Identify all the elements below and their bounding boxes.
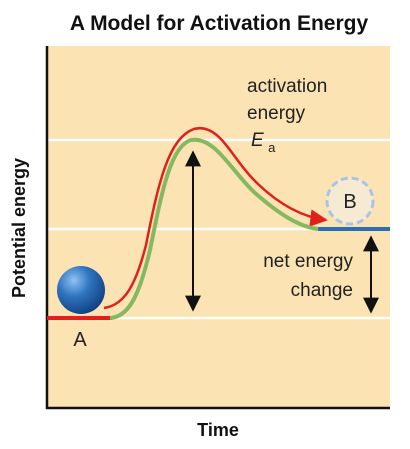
activation-energy-label-line1: activation xyxy=(247,76,327,97)
ea-symbol-subscript: a xyxy=(268,140,276,155)
point-b-label: B xyxy=(343,191,356,213)
ea-symbol-main: E xyxy=(251,130,264,151)
activation-energy-label-line2: energy xyxy=(247,103,306,124)
point-a-label: A xyxy=(73,329,87,351)
y-axis-label: Potential energy xyxy=(9,158,29,298)
net-energy-change-label-line2: change xyxy=(291,280,353,301)
catalyzed-reaction-path xyxy=(109,137,319,320)
diagram-title: A Model for Activation Energy xyxy=(70,12,369,35)
net-energy-change-label-line1: net energy xyxy=(263,251,353,272)
ea-symbol: E a xyxy=(251,130,276,155)
x-axis-label: Time xyxy=(197,420,239,440)
reactant-ball xyxy=(57,266,105,314)
uncatalyzed-reaction-path xyxy=(103,126,328,310)
product-ghost-circle xyxy=(325,176,375,226)
